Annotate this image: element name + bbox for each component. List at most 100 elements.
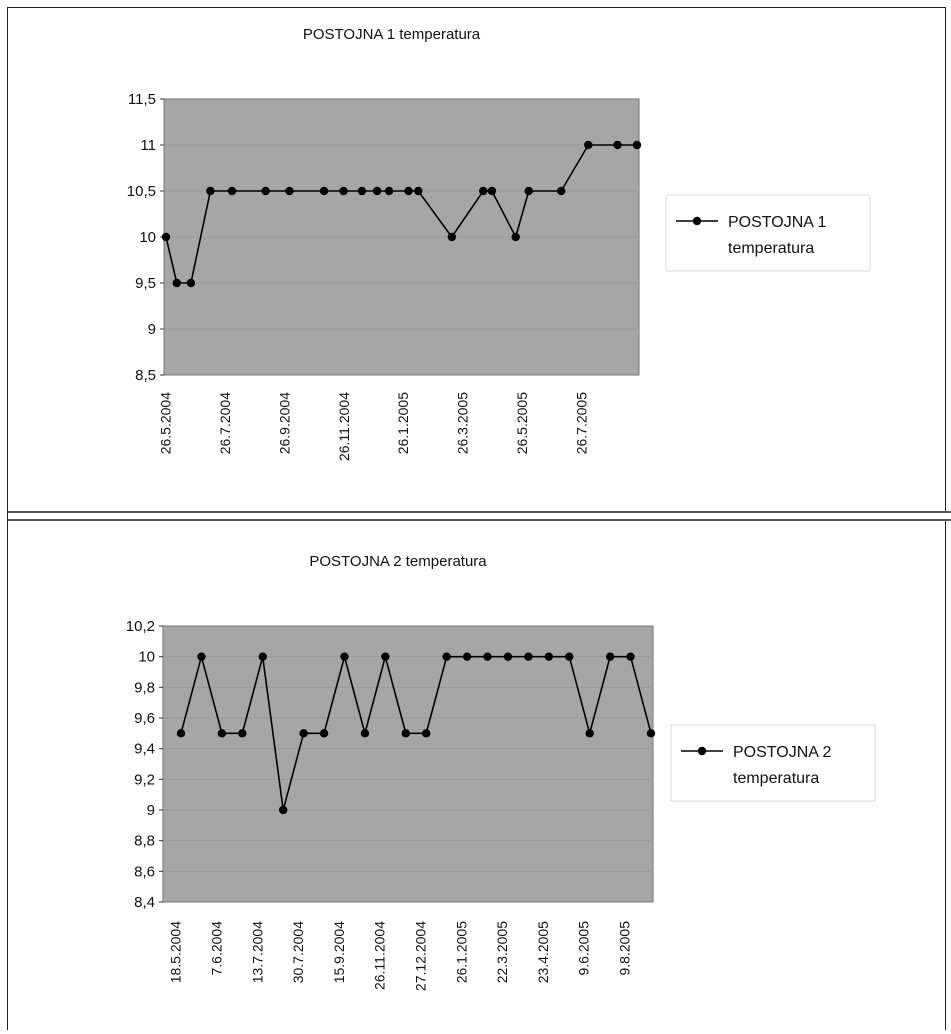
chart-postojna-2: POSTOJNA 2 temperatura 10,2 10 9,8 9,6 9,4 9,2… [126,553,876,991]
y-tick-label: 9,4 [134,741,155,758]
x-tick-label: 27.12.2004 [413,921,429,991]
x-tick-label: 9.8.2005 [617,921,633,976]
x-tick-label: 23.4.2005 [535,921,551,983]
y-tick-label: 9 [148,321,156,338]
y-tick-label: 9,8 [134,679,155,696]
data-point [339,186,348,196]
legend-label: temperatura [733,770,819,787]
data-point [227,186,237,196]
data-point [360,729,370,738]
chart-panel-postojna-1: POSTOJNA 1 temperatura 11,5 11 10,5 10 9,5 9 8,… [8,8,946,510]
data-point [462,652,472,661]
y-tick-label: 11 [140,137,156,154]
data-point [422,729,431,738]
x-tick-label: 26.5.2004 [158,392,174,454]
x-tick-label: 26.3.2005 [455,392,471,454]
data-point [238,729,247,738]
x-tick-label: 30.7.2004 [290,921,306,983]
data-point [186,278,196,288]
x-tick-label: 9.6.2005 [576,921,592,976]
x-tick-label: 26.9.2004 [276,392,292,454]
x-tick-label: 22.3.2005 [494,921,510,983]
data-point [176,729,186,738]
data-point [319,729,329,738]
data-point [258,652,267,661]
x-tick-label: 26.11.2004 [372,921,388,990]
y-tick-label: 9,2 [134,771,155,788]
legend-label: POSTOJNA 2 [733,744,832,761]
data-point [340,652,349,661]
legend-box [665,194,871,272]
legend-label: temperatura [728,240,814,257]
data-point [524,652,533,661]
data-point [261,186,270,196]
y-tick-label: 10 [138,649,155,666]
data-point [605,652,615,661]
data-point [503,652,513,661]
legend-marker-icon [697,746,707,756]
x-tick-label: 26.7.2005 [573,392,589,454]
x-tick-label: 18.5.2004 [168,921,184,983]
data-point [511,232,520,242]
data-point [585,729,594,738]
data-point [613,140,622,150]
data-point [483,652,492,661]
data-point [479,186,488,196]
y-tick-label: 9,5 [135,275,156,292]
y-tick-label: 8,8 [134,833,155,850]
data-point [206,186,215,196]
data-point [414,186,423,196]
data-point [172,278,182,288]
data-point [626,652,635,661]
data-point [565,652,574,661]
y-tick-label: 8,5 [135,367,156,384]
x-tick-label: 15.9.2004 [331,921,347,983]
y-tick-label: 9 [147,802,155,819]
x-tick-label: 26.11.2004 [336,392,352,461]
plot-area [162,625,654,903]
chart-panel-postojna-2: POSTOJNA 2 temperatura 10,2 10 9,8 9,6 9,4 9,2… [8,532,946,1030]
x-tick-label: 13.7.2004 [249,921,265,983]
data-point [285,186,294,196]
data-point [299,729,308,738]
chart-title: POSTOJNA 2 temperatura [309,553,487,570]
data-point [372,186,382,196]
y-tick-label: 10,2 [126,618,155,635]
y-tick-label: 10,5 [127,183,156,200]
data-point [384,186,394,196]
data-point [278,805,288,815]
data-point [487,186,497,196]
data-point [161,232,171,242]
data-point [404,186,413,196]
legend-marker-icon [692,216,702,226]
data-point [584,140,593,150]
y-tick-label: 9,6 [134,710,155,727]
y-tick-label: 11,5 [128,91,156,108]
legend-label: POSTOJNA 1 [728,214,827,231]
x-tick-label: 26.1.2005 [453,921,469,983]
data-point [217,729,227,738]
x-tick-label: 26.5.2005 [514,392,530,454]
data-point [632,140,642,150]
data-point [447,232,457,242]
data-point [357,186,367,196]
legend-box [670,724,876,802]
x-tick-label: 26.1.2005 [395,392,411,454]
x-tick-label: 7.6.2004 [209,921,225,976]
x-tick-label: 26.7.2004 [217,392,233,454]
data-point [524,186,533,196]
data-point [646,729,656,738]
y-tick-label: 8,4 [134,894,155,911]
data-point [319,186,329,196]
chart-title: POSTOJNA 1 temperatura [303,26,481,43]
panel-divider [8,511,951,521]
series-line [180,653,652,811]
data-point [544,652,554,661]
y-tick-label: 10 [139,229,156,246]
data-point [557,186,566,196]
data-point [401,729,410,738]
chart-postojna-1: POSTOJNA 1 temperatura 11,5 11 10,5 10 9,5 9 8,… [127,26,871,461]
data-point [197,652,206,661]
data-point [442,652,451,661]
y-tick-label: 8,6 [134,863,155,880]
